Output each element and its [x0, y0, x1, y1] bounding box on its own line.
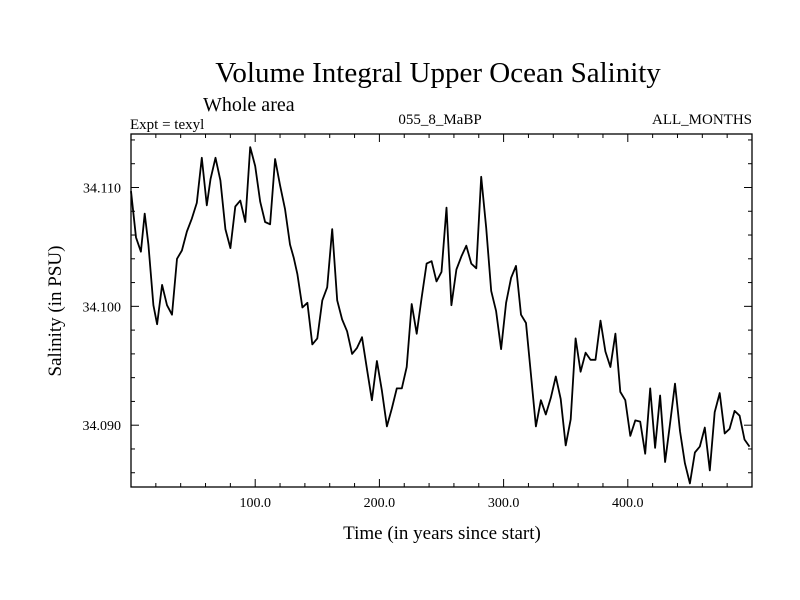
chart-title: Volume Integral Upper Ocean Salinity: [215, 57, 661, 89]
experiment-label: Expt = texyl: [130, 117, 204, 133]
months-label: ALL_MONTHS: [652, 112, 752, 128]
y-tick-label: 34.110: [83, 181, 121, 196]
y-tick-label: 34.100: [83, 300, 122, 315]
x-tick-label: 400.0: [612, 496, 644, 511]
x-tick-label: 100.0: [239, 496, 271, 511]
x-axis-label: Time (in years since start): [343, 523, 541, 544]
chart-subtitle: Whole area: [203, 94, 295, 116]
run-label: 055_8_MaBP: [398, 112, 481, 128]
y-axis-label: Salinity (in PSU): [45, 246, 66, 377]
y-tick-label: 34.090: [83, 419, 122, 434]
y-axis: 34.090 34.100 34.110: [83, 139, 752, 474]
series-layer: [130, 146, 751, 485]
x-tick-label: 300.0: [488, 496, 520, 511]
plot-area: [130, 133, 753, 488]
x-tick-label: 200.0: [364, 496, 396, 511]
series-line: [130, 146, 751, 485]
x-axis: 100.0 200.0 300.0 400.0: [155, 134, 728, 511]
